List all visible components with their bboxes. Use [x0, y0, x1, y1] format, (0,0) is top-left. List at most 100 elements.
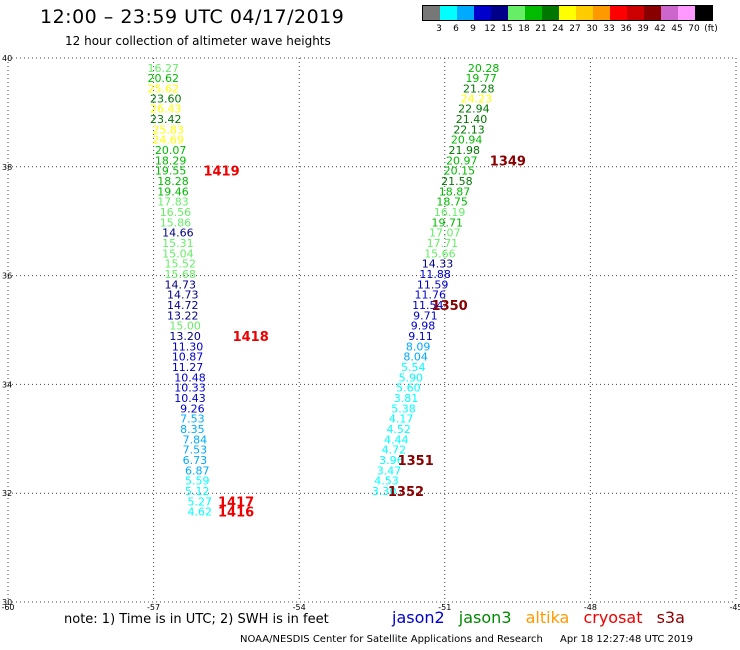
wave-height-label: 21.28	[463, 82, 495, 95]
color-scale-swatch	[695, 6, 712, 20]
wave-height-label: 11.76	[414, 289, 446, 302]
wave-height-label: 24.69	[152, 134, 184, 147]
legend-item-cryosat: cryosat	[583, 608, 643, 627]
y-tick-label: 34	[2, 380, 12, 389]
color-scale-swatch	[542, 6, 559, 20]
color-scale-swatch	[627, 6, 644, 20]
wave-height-label: 11.27	[172, 361, 204, 374]
color-scale-label: 33	[603, 24, 615, 34]
wave-height-label: 13.22	[167, 309, 199, 322]
time-label: 1351	[398, 454, 434, 469]
wave-height-label: 16.27	[148, 62, 180, 75]
wave-height-label: 6.73	[183, 454, 208, 467]
satellite-legend: jason2 jason3 altika cryosat s3a	[392, 608, 694, 627]
wave-height-label: 4.44	[384, 433, 409, 446]
color-scale-label: 42	[654, 24, 666, 34]
wave-height-label: 7.84	[183, 433, 208, 446]
wave-height-label: 5.54	[401, 361, 426, 374]
time-label: 1419	[203, 165, 239, 180]
x-tick-label: -51	[438, 603, 451, 612]
color-scale-swatch	[508, 6, 525, 20]
color-scale-label: 21	[535, 24, 547, 34]
wave-height-label: 25.62	[148, 82, 180, 95]
color-scale-label: 3	[436, 24, 442, 34]
wave-height-label: 17.83	[157, 196, 189, 209]
color-scale-label: 15	[501, 24, 513, 34]
wave-height-label: 14.66	[162, 227, 194, 240]
wave-height-label: 15.04	[162, 247, 194, 260]
color-scale-labels: 3 6 9 12 15 18 21 24 27 30 33 36 39 42 45 70 (ft)	[422, 21, 718, 35]
wave-height-label: 6.87	[185, 464, 210, 477]
color-scale-label: 30	[586, 24, 598, 34]
color-scale-swatch	[440, 6, 457, 20]
color-scale-swatch	[525, 6, 542, 20]
color-scale-swatch	[593, 6, 610, 20]
color-scale-swatch	[610, 6, 627, 20]
swh-color-scale: 3 6 9 12 15 18 21 24 27 30 33 36 39 42 45 70 (ft)	[422, 5, 718, 35]
y-tick-label: 30	[2, 598, 12, 607]
color-scale-swatch	[661, 6, 678, 20]
wave-height-label: 18.28	[157, 175, 189, 188]
wave-height-label: 18.29	[155, 154, 187, 167]
color-scale-label: 45	[671, 24, 683, 34]
wave-height-label: 14.72	[167, 299, 199, 312]
color-scale-label: (ft)	[704, 24, 718, 34]
y-tick-label: 32	[2, 489, 12, 498]
y-tick-label: 36	[2, 272, 12, 281]
wave-height-label: 9.26	[180, 402, 205, 415]
wave-height-label: 4.62	[187, 506, 212, 519]
units-note: note: 1) Time is in UTC; 2) SWH is in fe…	[64, 612, 329, 627]
x-tick-label: -45	[729, 603, 740, 612]
color-scale-swatch	[644, 6, 661, 20]
wave-height-label: 15.66	[424, 247, 456, 260]
wave-height-label: 20.97	[446, 154, 478, 167]
wave-height-label: 8.35	[180, 423, 205, 436]
wave-height-label: 5.12	[185, 485, 210, 498]
wave-height-label: 4.72	[382, 444, 407, 457]
wave-height-label: 5.59	[185, 475, 210, 488]
wave-height-label: 4.52	[386, 423, 411, 436]
wave-height-label: 4.17	[389, 413, 414, 426]
wave-height-label: 10.87	[172, 351, 204, 364]
wave-height-label: 25.83	[152, 123, 184, 136]
time-label: 1416	[218, 506, 254, 521]
wave-height-label: 3.30	[372, 485, 397, 498]
wave-height-label: 9.11	[408, 330, 433, 343]
footer-timestamp: Apr 18 12:27:48 UTC 2019	[560, 634, 693, 645]
wave-height-label: 10.33	[174, 382, 206, 395]
wave-height-label: 3.96	[379, 454, 404, 467]
color-scale-swatches	[422, 5, 713, 21]
wave-height-label: 7.53	[180, 413, 205, 426]
color-scale-swatch	[474, 6, 491, 20]
wave-height-label: 14.73	[165, 278, 197, 291]
wave-height-label: 15.68	[165, 268, 197, 281]
wave-height-label: 15.52	[165, 258, 197, 271]
color-scale-label: 39	[637, 24, 649, 34]
page-subtitle: 12 hour collection of altimeter wave hei…	[65, 34, 331, 48]
wave-height-label: 19.55	[155, 165, 187, 178]
wave-height-label: 5.90	[399, 371, 424, 384]
wave-height-label: 17.07	[429, 227, 461, 240]
wave-height-label: 13.20	[169, 330, 201, 343]
wave-height-label: 8.04	[403, 351, 428, 364]
color-scale-swatch	[457, 6, 474, 20]
footer-org: NOAA/NESDIS Center for Satellite Applica…	[240, 634, 543, 645]
time-label: 1418	[233, 330, 269, 345]
legend-item-altika: altika	[525, 608, 570, 627]
page-title: 12:00 – 23:59 UTC 04/17/2019	[40, 6, 345, 28]
x-tick-label: -57	[147, 603, 160, 612]
wave-height-label: 23.60	[150, 92, 182, 105]
wave-height-label: 21.98	[448, 144, 480, 157]
wave-height-label: 16.56	[160, 206, 192, 219]
wave-height-label: 7.53	[183, 444, 208, 457]
wave-height-label: 20.07	[155, 144, 187, 157]
time-label: 1352	[388, 485, 424, 500]
color-scale-swatch	[559, 6, 576, 20]
legend-item-jason3: jason3	[458, 608, 512, 627]
color-scale-label: 6	[453, 24, 459, 34]
wave-height-label: 20.62	[148, 72, 180, 85]
color-scale-swatch	[491, 6, 508, 20]
wave-height-label: 5.60	[396, 382, 421, 395]
y-tick-label: 40	[2, 54, 12, 63]
time-label: 1350	[432, 299, 468, 314]
